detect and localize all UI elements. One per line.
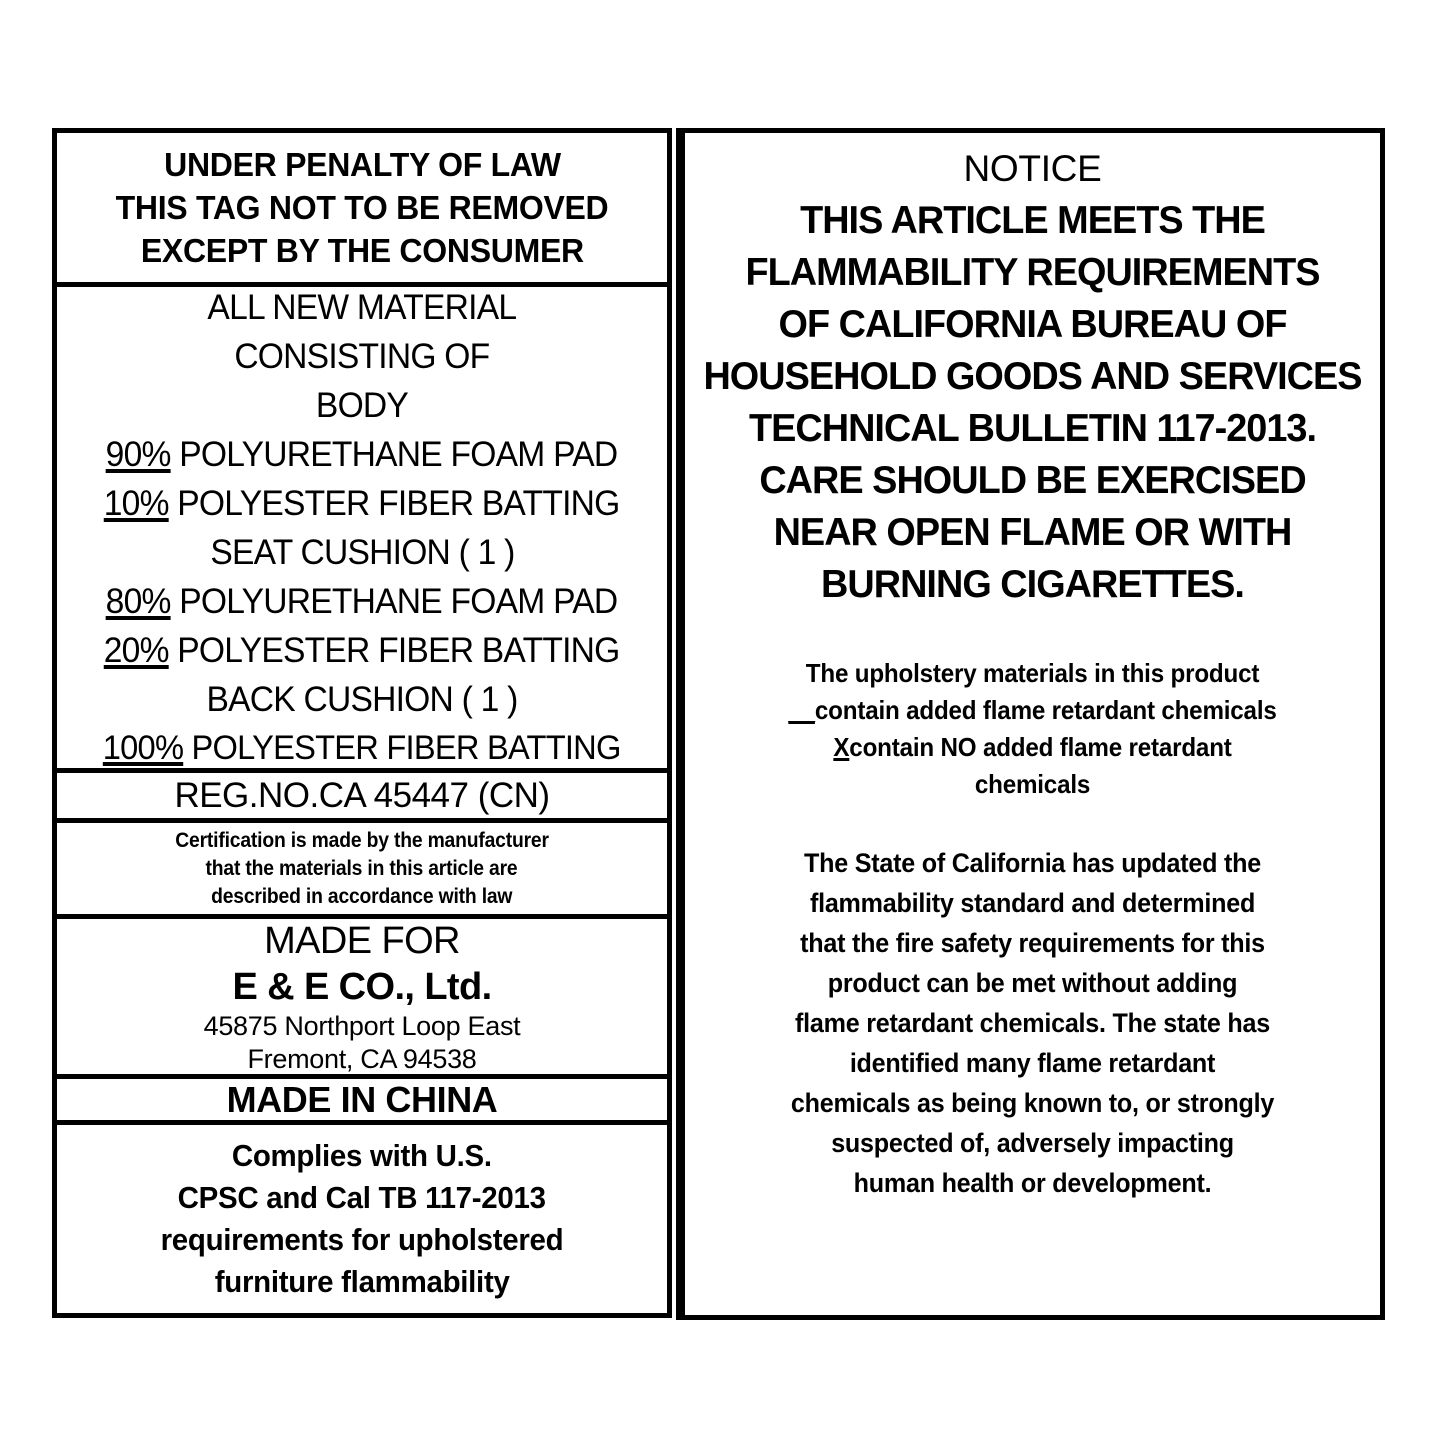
country-of-origin-section: MADE IN CHINA (57, 1079, 667, 1125)
registration-number: REG.NO.CA 45447 (CN) (174, 775, 550, 815)
notice-line-3: OF CALIFORNIA BUREAU OF (778, 303, 1288, 346)
material-name: POLYURETHANE FOAM PAD (179, 434, 619, 474)
retardant-option-contains-none-label-cont: chemicals (974, 769, 1091, 799)
compliance-line-3: requirements for upholstered (160, 1222, 564, 1257)
state-statement-line-1: The State of California has updated the (804, 848, 1261, 878)
notice-line-4: HOUSEHOLD GOODS AND SERVICES (703, 355, 1362, 398)
certification-line-1: Certification is made by the manufacture… (175, 828, 549, 852)
state-statement-line-9: human health or development. (853, 1168, 1212, 1198)
percent-value: 10% (104, 483, 170, 523)
compliance-line-2: CPSC and Cal TB 117-2013 (177, 1180, 546, 1215)
percent-value: 100% (103, 728, 184, 767)
component-seat-content-1: 80% POLYURETHANE FOAM PAD (106, 577, 618, 626)
retardant-option-contains-none-label: contain NO added flame retardant (849, 732, 1232, 762)
penalty-notice-section: UNDER PENALTY OF LAW THIS TAG NOT TO BE … (57, 133, 667, 287)
material-name: POLYESTER FIBER BATTING (177, 483, 621, 523)
checkbox-x-checked[interactable]: X (833, 732, 850, 762)
notice-line-1: THIS ARTICLE MEETS THE (800, 199, 1266, 242)
penalty-line-2: THIS TAG NOT TO BE REMOVED (115, 189, 609, 226)
component-name-body: BODY (315, 385, 409, 425)
state-statement-line-5: flame retardant chemicals. The state has (795, 1008, 1270, 1038)
company-name: E & E CO., Ltd. (232, 965, 492, 1008)
certification-section: Certification is made by the manufacture… (57, 823, 667, 919)
percent-value: 80% (106, 581, 172, 621)
made-for-label: MADE FOR (264, 919, 460, 962)
retardant-option-contains-label: contain added flame retardant chemicals (814, 695, 1277, 725)
compliance-line-1: Complies with U.S. (232, 1138, 492, 1173)
compliance-section: Complies with U.S. CPSC and Cal TB 117-2… (57, 1125, 667, 1313)
state-statement-line-6: identified many flame retardant (849, 1048, 1216, 1078)
certification-line-3: described in accordance with law (211, 884, 513, 908)
materials-heading-2: CONSISTING OF (234, 336, 490, 376)
notice-line-6: CARE SHOULD BE EXERCISED (759, 459, 1306, 502)
retardant-option-contains[interactable]: __contain added flame retardant chemical… (715, 692, 1350, 729)
notice-line-7: NEAR OPEN FLAME OR WITH (773, 511, 1293, 554)
component-back-content-1: 100% POLYESTER FIBER BATTING (103, 724, 622, 769)
component-name-seat-cushion: SEAT CUSHION ( 1 ) (209, 532, 515, 572)
penalty-line-3: EXCEPT BY THE CONSUMER (140, 232, 584, 269)
retardant-option-contains-none[interactable]: Xcontain NO added flame retardant (715, 729, 1350, 766)
component-body-content-2: 10% POLYESTER FIBER BATTING (104, 479, 621, 528)
company-address-line-2: Fremont, CA 94538 (247, 1043, 477, 1074)
left-panel: UNDER PENALTY OF LAW THIS TAG NOT TO BE … (52, 128, 672, 1318)
notice-line-5: TECHNICAL BULLETIN 117-2013. (748, 407, 1317, 450)
made-for-section: MADE FOR E & E CO., Ltd. 45875 Northport… (57, 919, 667, 1079)
company-address-line-1: 45875 Northport Loop East (203, 1010, 521, 1041)
right-panel: NOTICE THIS ARTICLE MEETS THE FLAMMABILI… (676, 128, 1385, 1320)
checkbox-blank-unchecked[interactable]: __ (788, 695, 815, 725)
materials-heading-1: ALL NEW MATERIAL (207, 287, 518, 327)
declaration-spacer (691, 803, 1374, 843)
notice-line-8: BURNING CIGARETTES. (821, 563, 1245, 606)
state-statement-line-2: flammability standard and determined (809, 888, 1256, 918)
retardant-declaration-intro: The upholstery materials in this product (805, 658, 1260, 688)
registration-number-section: REG.NO.CA 45447 (CN) (57, 773, 667, 823)
penalty-line-1: UNDER PENALTY OF LAW (163, 146, 561, 183)
certification-line-2: that the materials in this article are (206, 856, 518, 880)
material-name: POLYESTER FIBER BATTING (191, 728, 622, 767)
state-statement-line-3: that the fire safety requirements for th… (800, 928, 1265, 958)
component-body-content-1: 90% POLYURETHANE FOAM PAD (106, 430, 618, 479)
material-name: POLYESTER FIBER BATTING (177, 630, 621, 670)
material-name: POLYURETHANE FOAM PAD (179, 581, 619, 621)
notice-heading: NOTICE (963, 148, 1102, 189)
notice-spacer (691, 611, 1374, 655)
percent-value: 20% (104, 630, 170, 670)
notice-line-2: FLAMMABILITY REQUIREMENTS (745, 251, 1320, 294)
state-statement-line-7: chemicals as being known to, or strongly (790, 1088, 1275, 1118)
compliance-line-4: furniture flammability (214, 1264, 510, 1299)
country-of-origin: MADE IN CHINA (226, 1079, 498, 1120)
state-statement-line-4: product can be met without adding (827, 968, 1238, 998)
component-name-back-cushion: BACK CUSHION ( 1 ) (206, 679, 518, 719)
component-seat-content-2: 20% POLYESTER FIBER BATTING (104, 626, 621, 675)
percent-value: 90% (106, 434, 172, 474)
materials-section: ALL NEW MATERIAL CONSISTING OF BODY 90% … (57, 287, 667, 773)
state-statement-line-8: suspected of, adversely impacting (831, 1128, 1234, 1158)
